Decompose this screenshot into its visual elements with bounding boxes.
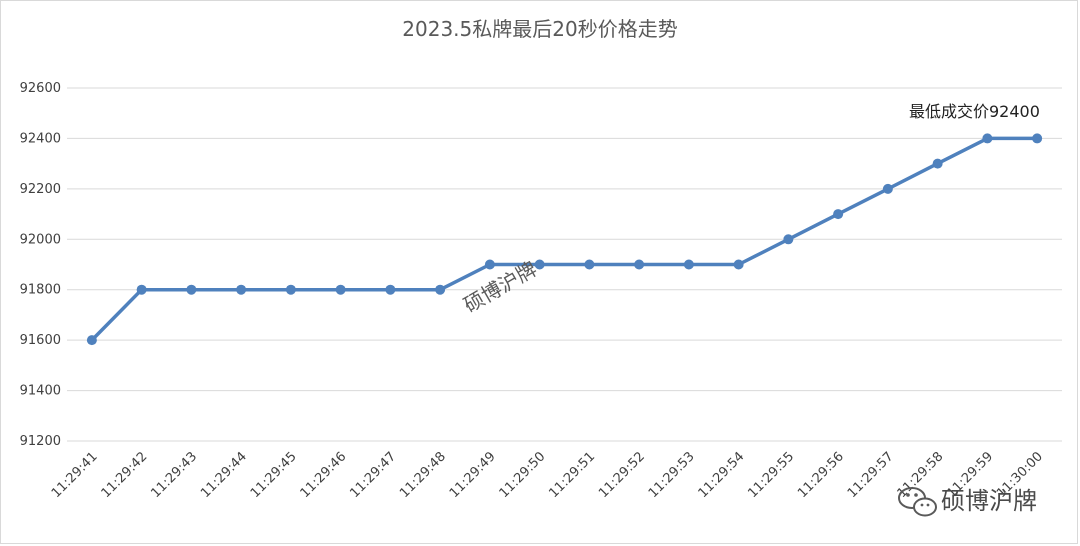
watermark-bottom-right: 硕博沪牌	[941, 487, 1037, 515]
x-tick-label: 11:29:53	[646, 449, 698, 501]
y-tick-label: 92200	[20, 182, 61, 197]
x-tick-label: 11:29:45	[248, 449, 300, 501]
y-tick-label: 92400	[20, 131, 61, 146]
watermark-top-right: 搜狐号@硕博沪牌	[896, 11, 1056, 35]
data-point	[385, 284, 396, 295]
x-tick-label: 11:29:44	[198, 449, 250, 501]
data-point	[783, 234, 794, 245]
wechat-icon	[898, 487, 937, 517]
x-tick-label: 11:29:55	[745, 449, 797, 501]
data-point	[882, 183, 893, 194]
series-line	[90, 136, 1038, 342]
data-point	[833, 209, 844, 220]
data-point	[733, 259, 744, 270]
data-point	[534, 259, 545, 270]
data-point	[136, 284, 147, 295]
data-point	[236, 284, 247, 295]
x-tick-label: 11:29:51	[546, 449, 598, 501]
data-point	[584, 259, 595, 270]
x-tick-label: 11:29:48	[397, 449, 449, 501]
y-tick-label: 92000	[20, 232, 61, 247]
data-points	[86, 133, 1043, 346]
x-tick-label: 11:29:43	[148, 449, 200, 501]
data-point	[335, 284, 346, 295]
data-point	[285, 284, 296, 295]
x-axis-ticks: 11:29:4111:29:4211:29:4311:29:4411:29:45…	[49, 449, 1046, 501]
data-point	[634, 259, 645, 270]
x-tick-label: 11:29:46	[298, 449, 350, 501]
data-point	[484, 259, 495, 270]
data-point	[683, 259, 694, 270]
x-tick-label: 11:29:52	[596, 449, 648, 501]
data-point	[1032, 133, 1043, 144]
data-point	[186, 284, 197, 295]
annotation-lowest-price: 最低成交价92400	[909, 102, 1040, 121]
x-tick-label: 11:29:57	[845, 449, 897, 501]
data-point	[435, 284, 446, 295]
x-tick-label: 11:29:47	[347, 449, 399, 501]
x-tick-label: 11:29:49	[447, 449, 499, 501]
x-tick-label: 11:29:58	[895, 449, 947, 501]
data-point	[932, 158, 943, 169]
y-tick-label: 91200	[20, 434, 61, 449]
y-tick-label: 91600	[20, 333, 61, 348]
y-tick-label: 91400	[20, 384, 61, 399]
x-tick-label: 11:29:42	[99, 449, 151, 501]
y-axis-ticks: 91200 91400 91600 91800 92000 92200 92400 92600	[20, 81, 61, 449]
x-tick-label: 11:29:54	[696, 449, 748, 501]
data-point	[982, 133, 993, 144]
y-tick-label: 92600	[20, 81, 61, 96]
chart-title: 2023.5私牌最后20秒价格走势	[402, 17, 677, 41]
x-tick-label: 11:29:50	[497, 449, 549, 501]
data-point	[86, 335, 97, 346]
x-tick-label: 11:29:56	[795, 449, 847, 501]
x-tick-label: 11:29:41	[49, 449, 101, 501]
y-tick-label: 91800	[20, 283, 61, 298]
